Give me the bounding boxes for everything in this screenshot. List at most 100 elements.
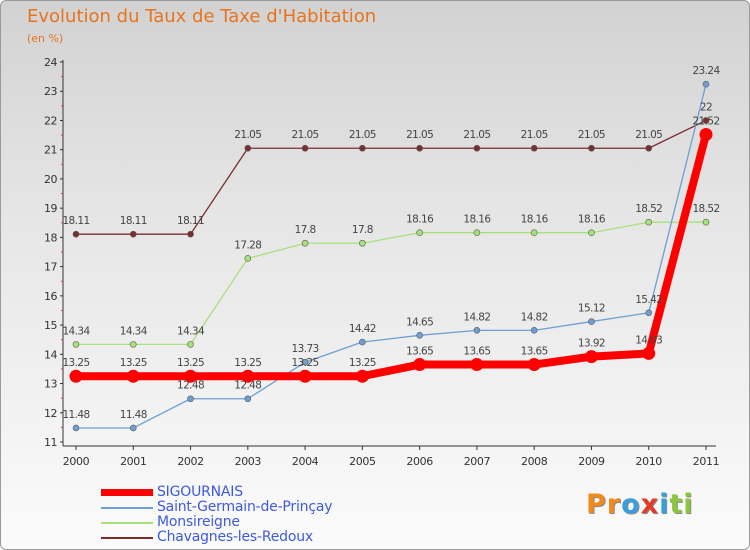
series-point xyxy=(584,350,598,364)
series-line-2 xyxy=(76,221,706,346)
data-label: 14.65 xyxy=(406,316,433,328)
series-point xyxy=(527,358,541,372)
x-tick-label: 2010 xyxy=(636,455,663,468)
data-label: 18.11 xyxy=(62,215,89,227)
series-point xyxy=(129,341,137,348)
data-label: 11.48 xyxy=(62,409,89,421)
data-label: 13.25 xyxy=(234,357,261,369)
y-tick-label: 16 xyxy=(44,290,57,303)
data-label: 21.52 xyxy=(692,115,719,127)
series-point xyxy=(588,318,595,325)
series-point xyxy=(702,218,710,226)
data-label: 12.48 xyxy=(177,380,204,392)
x-tick-label: 2009 xyxy=(578,455,605,468)
series-line-1 xyxy=(76,84,707,429)
data-label: 13.73 xyxy=(292,343,319,355)
series-point xyxy=(530,144,538,152)
series-point xyxy=(588,229,595,237)
data-label: 21.05 xyxy=(463,129,490,141)
x-tick-label: 2001 xyxy=(120,455,146,468)
y-tick-label: 18 xyxy=(44,231,57,244)
data-label: 13.65 xyxy=(521,346,548,358)
data-label: 21.05 xyxy=(234,129,261,141)
series-point xyxy=(72,424,80,432)
legend-swatch xyxy=(101,537,153,539)
series-point xyxy=(702,117,710,124)
data-label: 13.25 xyxy=(120,357,147,369)
data-label: 15.12 xyxy=(578,303,605,315)
series-point xyxy=(72,230,80,238)
data-label: 13.25 xyxy=(349,357,376,369)
data-label: 18.52 xyxy=(635,203,662,215)
data-label: 18.11 xyxy=(120,215,147,227)
legend-item: SIGOURNAIS xyxy=(101,484,401,500)
y-tick-label: 17 xyxy=(44,261,57,274)
chart-title: Evolution du Taux de Taxe d'Habitation xyxy=(27,6,377,27)
legend-label: Chavagnes-les-Redoux xyxy=(157,529,313,545)
legend-swatch xyxy=(101,507,153,509)
legend-item: Saint-Germain-de-Prinçay xyxy=(101,499,401,515)
data-label: 13.25 xyxy=(62,357,89,369)
y-tick-label: 14 xyxy=(44,348,57,361)
series-point xyxy=(470,358,484,372)
series-point xyxy=(642,346,656,360)
y-tick-label: 19 xyxy=(44,202,57,215)
series-point xyxy=(645,309,653,317)
series-point xyxy=(355,369,369,383)
data-label: 13.25 xyxy=(292,357,319,369)
data-label: 13.25 xyxy=(177,357,204,369)
y-tick-label: 12 xyxy=(44,407,57,420)
series-point xyxy=(359,338,366,346)
data-label: 18.16 xyxy=(463,214,491,226)
data-label: 17.8 xyxy=(295,224,316,236)
series-point xyxy=(301,144,309,152)
y-tick-label: 20 xyxy=(44,173,57,186)
data-label: 14.82 xyxy=(521,311,548,323)
data-label: 14.34 xyxy=(62,325,90,337)
data-labels-layer: 18.11 18.11 18.11 21.05 21.05 21.05 21.05 21.05… xyxy=(62,65,721,421)
x-tick-label: 2003 xyxy=(235,455,262,468)
series-point xyxy=(645,218,653,226)
y-tick-label: 11 xyxy=(44,436,57,449)
series-point xyxy=(359,144,366,152)
series-point xyxy=(473,144,481,152)
data-label: 21.05 xyxy=(349,129,376,141)
series-point xyxy=(473,229,481,237)
x-tick-label: 2006 xyxy=(406,455,433,468)
legend-item: Chavagnes-les-Redoux xyxy=(101,529,401,545)
x-tick-label: 2004 xyxy=(292,455,319,468)
data-label: 17.28 xyxy=(234,239,261,251)
y-tick-label: 13 xyxy=(44,378,57,391)
series-point xyxy=(359,239,366,247)
data-label: 17.8 xyxy=(352,224,373,236)
x-tick-label: 2000 xyxy=(63,455,90,468)
y-tick-label: 23 xyxy=(44,85,57,98)
data-label: 13.65 xyxy=(463,346,490,358)
chart-legend: SIGOURNAIS Saint-Germain-de-Prinçay Monsir… xyxy=(101,484,401,545)
x-tick-label: 2008 xyxy=(521,455,548,468)
chart-axes: 11 12 13 14 15 16 17 18 19 20 21 22 23 24 2000 2001 2002… xyxy=(44,56,720,468)
x-tick-label: 2011 xyxy=(693,455,719,468)
series-point xyxy=(702,80,710,88)
data-label: 18.16 xyxy=(521,214,549,226)
data-label: 14.82 xyxy=(463,311,490,323)
series-point xyxy=(126,369,140,383)
series-point xyxy=(645,144,653,152)
series-point xyxy=(244,144,252,152)
series-point xyxy=(416,144,423,152)
series-point xyxy=(416,229,423,237)
series-point xyxy=(241,369,255,383)
series-point xyxy=(298,369,312,383)
series-point xyxy=(129,230,137,238)
series-point xyxy=(699,127,713,141)
legend-label: Saint-Germain-de-Prinçay xyxy=(157,499,333,515)
series-point xyxy=(301,358,309,366)
y-tick-label: 22 xyxy=(44,114,57,127)
series-line-3 xyxy=(76,119,707,235)
series-point xyxy=(244,395,252,403)
data-label: 23.24 xyxy=(692,65,720,77)
series-point xyxy=(413,358,427,372)
x-tick-label: 2007 xyxy=(464,455,491,468)
